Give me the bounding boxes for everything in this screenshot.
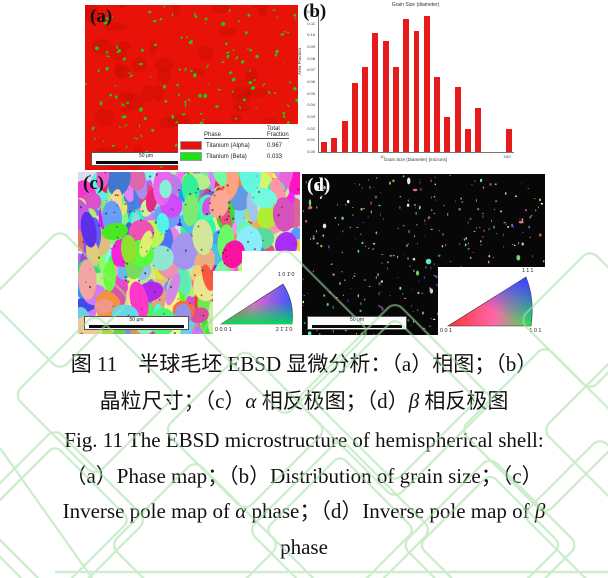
phase-legend-header: Phase Total Fraction <box>180 126 297 139</box>
y-tick-label: 0.04 <box>307 102 315 108</box>
histogram-bar <box>372 33 379 152</box>
y-tick-label: 0.02 <box>307 125 315 131</box>
histogram-bar <box>423 15 430 152</box>
caption-cn-line1: 图 11 半球毛坯 EBSD 显微分析：（a）相图；（b） <box>70 352 538 376</box>
y-tick-label: 0.05 <box>307 90 315 96</box>
caption-cn-line2: 晶粒尺寸；（c）α 相反极图；（d）β 相反极图 <box>99 389 509 413</box>
histogram-bar <box>351 83 358 152</box>
alpha-symbol: α <box>235 499 247 523</box>
chart-title: Grain Size (diameter) <box>391 2 440 8</box>
ipf-label-2110: 21̄1̄0 <box>275 327 294 333</box>
white-patch <box>242 251 300 271</box>
scale-bar: 50 μm <box>307 316 407 330</box>
histogram-bar <box>321 141 328 152</box>
x-axis-ticks: 10 100 <box>318 152 513 160</box>
y-tick-label: 0.11 <box>307 20 316 26</box>
panel-d-beta-ipf-map: (d) 50 μm 111 001 101 <box>302 174 545 335</box>
y-tick-label: 0.01 <box>307 137 315 143</box>
histogram-bar <box>413 30 420 152</box>
histogram-bar <box>331 138 338 152</box>
ipf-label-0001: 0001 <box>215 327 234 333</box>
panel-d-label: (d) <box>307 175 331 196</box>
caption-en-line1: Fig. 11 The EBSD microstructure of hemis… <box>64 428 544 452</box>
scale-bar-label: 50 μm <box>129 317 144 323</box>
scale-bar-label: 50 μm <box>350 317 364 323</box>
scale-bar: 50 μm <box>91 152 201 166</box>
caption-english: Fig. 11 The EBSD microstructure of hemis… <box>0 423 608 565</box>
alpha-symbol: α <box>245 389 257 413</box>
histogram-bar <box>454 86 461 152</box>
caption-en-line3: Inverse pole map of α phase；（d）Inverse p… <box>62 499 546 523</box>
caption-en-line4: phase <box>280 534 328 559</box>
y-tick-label: 0.00 <box>307 149 315 154</box>
x-tick-label: 100 <box>503 154 511 159</box>
panel-b-grain-size-histogram: (b) Grain Size (diameter) Area Fraction … <box>298 0 556 168</box>
scale-bar-label: 50 μm <box>139 153 153 159</box>
phase-legend-row-alpha: Titanium (Alpha) 0.967 <box>180 141 297 150</box>
cubic-ipf-triangle <box>446 276 533 327</box>
scale-bar-line <box>88 325 185 328</box>
histogram-bar <box>403 19 410 152</box>
y-tick-label: 0.08 <box>307 55 315 61</box>
histogram-bar <box>464 128 471 152</box>
ipf-label-001: 001 <box>440 328 454 334</box>
panel-a-label: (a) <box>90 6 113 27</box>
figure-caption: 图 11 半球毛坯 EBSD 显微分析：（a）相图；（b） 晶粒尺寸；（c）α … <box>0 346 608 565</box>
histogram-bar <box>392 66 399 152</box>
histogram-plot-area <box>318 12 514 153</box>
histogram-bar <box>505 128 512 152</box>
panel-b-label: (b) <box>303 1 327 22</box>
histogram-bar <box>382 41 389 152</box>
panel-c-label: (c) <box>83 173 105 194</box>
panel-c-alpha-ipf-map: (c) 50 μm 101̄0 0001 21̄1̄0 <box>78 172 300 334</box>
y-tick-label: 0.07 <box>307 67 315 73</box>
cubic-ipf-color-key: 111 001 101 <box>438 267 545 335</box>
x-axis-label: Grain Size (Diameter) [microns] <box>383 157 447 162</box>
y-tick-label: 0.03 <box>307 114 315 119</box>
y-tick-label: 0.10 <box>307 32 315 38</box>
hexagonal-ipf-wedge <box>219 283 293 325</box>
scale-bar-line <box>96 161 196 164</box>
ipf-label-1010: 101̄0 <box>277 272 296 278</box>
x-tick-label: 10 <box>380 154 385 159</box>
figure-11: (a) 50 μm Phase Total Fraction Titanium (… <box>78 0 556 335</box>
histogram-bar <box>434 77 440 152</box>
phase-legend-row-beta: Titanium (Beta) 0.033 <box>180 152 297 161</box>
ipf-label-101: 101 <box>529 328 543 334</box>
y-tick-label: 0.12 <box>307 9 315 14</box>
phase-legend-col-fraction: Total Fraction <box>267 126 289 139</box>
alpha-color-swatch <box>180 141 202 150</box>
phase-legend: Phase Total Fraction Titanium (Alpha) 0.9… <box>178 124 300 170</box>
beta-symbol: β <box>534 499 546 523</box>
caption-chinese: 图 11 半球毛坯 EBSD 显微分析：（a）相图；（b） 晶粒尺寸；（c）α … <box>0 346 608 420</box>
histogram-bar <box>444 117 451 152</box>
panel-a-phase-map: (a) 50 μm Phase Total Fraction Titanium (… <box>85 5 300 170</box>
hexagonal-ipf-color-key: 101̄0 0001 21̄1̄0 <box>213 271 300 334</box>
y-axis-ticks: 0.00 0.01 0.02 0.03 0.04 0.05 0.06 0.07 0.08 0.09… <box>298 9 317 154</box>
histogram-bar <box>341 120 348 152</box>
caption-en-line2: （a）Phase map；（b）Distribution of grain si… <box>65 463 543 488</box>
scale-bar-line <box>311 325 403 328</box>
y-tick-label: 0.09 <box>307 44 315 49</box>
ipf-label-111: 111 <box>522 268 535 274</box>
scale-bar: 50 μm <box>84 316 189 330</box>
histogram-bar <box>362 66 369 152</box>
phase-legend-col-phase: Phase <box>204 132 267 139</box>
histogram-bar <box>475 107 482 152</box>
y-tick-label: 0.06 <box>307 79 315 84</box>
beta-color-swatch <box>180 152 202 161</box>
beta-symbol: β <box>408 389 420 413</box>
